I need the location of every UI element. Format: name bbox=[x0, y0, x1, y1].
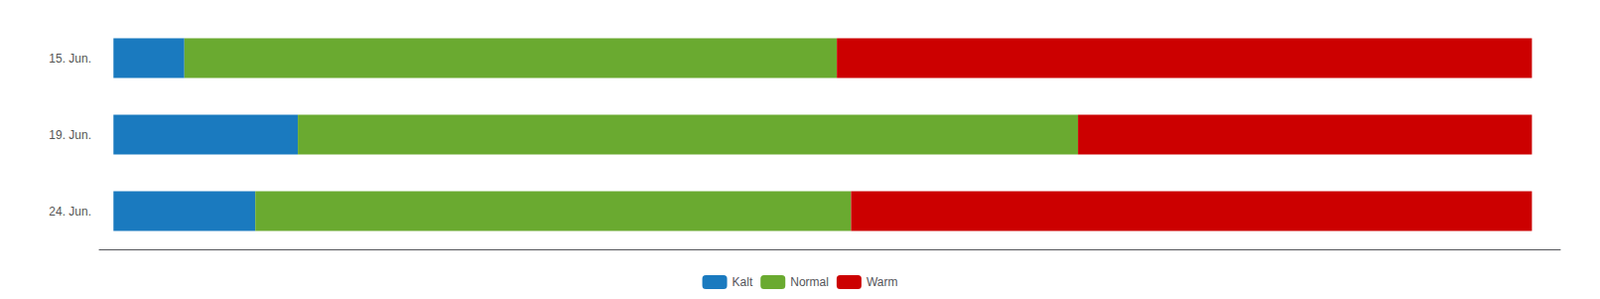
svg-text:Warm: Warm bbox=[866, 274, 899, 289]
svg-text:19. Jun.: 19. Jun. bbox=[48, 128, 92, 142]
svg-text:15. Jun.: 15. Jun. bbox=[48, 51, 92, 66]
svg-text:24. Jun.: 24. Jun. bbox=[48, 204, 92, 219]
svg-text:Kalt: Kalt bbox=[732, 274, 754, 289]
svg-text:Normal: Normal bbox=[790, 274, 829, 289]
